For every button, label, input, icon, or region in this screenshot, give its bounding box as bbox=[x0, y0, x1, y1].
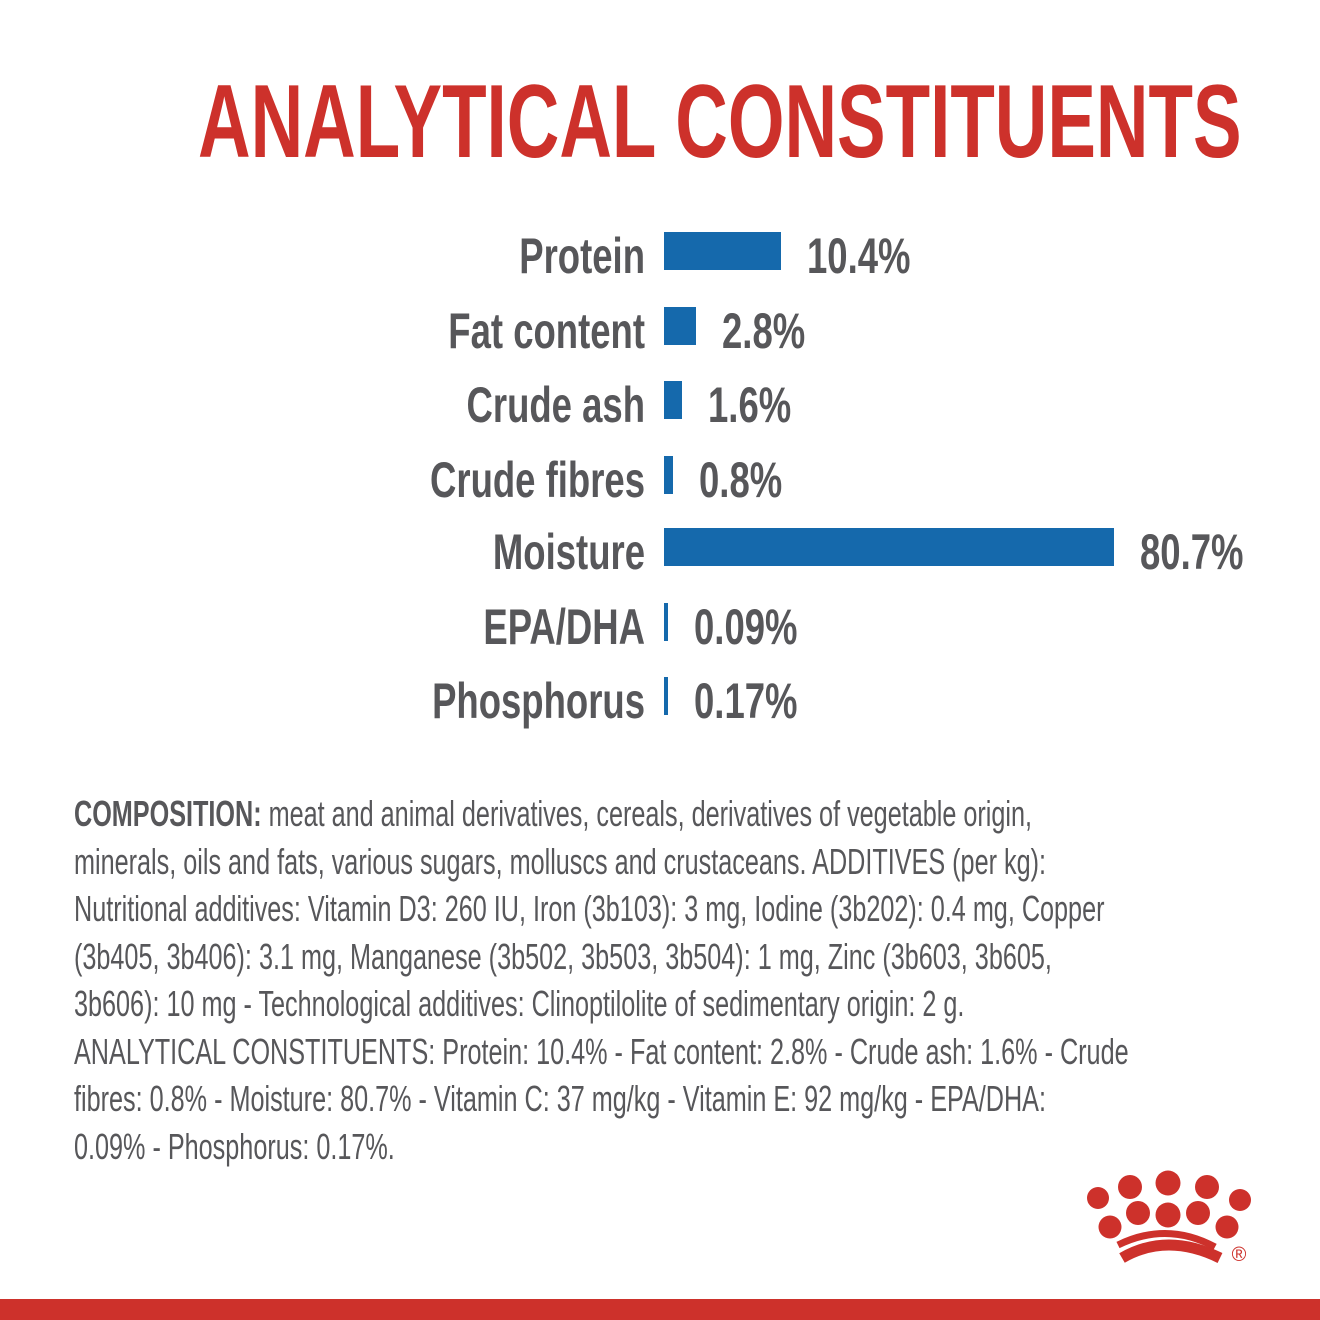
crown-arcs bbox=[1116, 1230, 1223, 1263]
chart-row-fat-content: Fat content 2.8% bbox=[0, 289, 1320, 363]
chart-row-moisture: Moisture 80.7% bbox=[0, 510, 1320, 584]
chart-value-label: 2.8% bbox=[722, 303, 806, 359]
chart-value-label: 0.8% bbox=[699, 452, 783, 508]
chart-bar bbox=[664, 456, 673, 494]
chart-value-label: 0.17% bbox=[694, 673, 798, 729]
chart-category-label: Fat content bbox=[448, 303, 645, 359]
chart-value-label: 0.09% bbox=[694, 599, 798, 655]
chart-row-protein: Protein 10.4% bbox=[0, 214, 1320, 288]
chart-value-label: 80.7% bbox=[1140, 524, 1244, 580]
chart-row-crude-fibres: Crude fibres 0.8% bbox=[0, 438, 1320, 512]
composition-label: COMPOSITION: bbox=[74, 793, 262, 834]
composition-line: ANALYTICAL CONSTITUENTS: Protein: 10.4% … bbox=[74, 1030, 1129, 1072]
crown-dots bbox=[1087, 1170, 1251, 1239]
chart-category-label: Protein bbox=[519, 228, 645, 284]
footer-red-band bbox=[0, 1299, 1320, 1320]
page-title: ANALYTICAL CONSTITUENTS bbox=[198, 64, 1242, 180]
chart-bar bbox=[664, 603, 668, 641]
composition-line: 0.09% - Phosphorus: 0.17%. bbox=[74, 1125, 395, 1167]
analytical-constituents-chart: Protein 10.4% Fat content 2.8% Crude ash… bbox=[0, 214, 1320, 733]
royal-canin-crown-logo: ® bbox=[1087, 1170, 1251, 1266]
chart-bar bbox=[664, 381, 682, 419]
chart-category-label: Crude ash bbox=[466, 377, 645, 433]
registered-trademark-icon: ® bbox=[1232, 1244, 1247, 1266]
chart-bar bbox=[664, 677, 668, 715]
composition-line: (3b405, 3b406): 3.1 mg, Manganese (3b502… bbox=[74, 935, 1052, 977]
chart-category-label: Moisture bbox=[492, 524, 645, 580]
chart-bar bbox=[664, 232, 781, 270]
chart-category-label: EPA/DHA bbox=[483, 599, 645, 655]
composition-line: 3b606): 10 mg - Technological additives:… bbox=[74, 983, 965, 1024]
chart-bar bbox=[664, 528, 1114, 566]
chart-category-label: Phosphorus bbox=[432, 673, 645, 729]
chart-bar bbox=[664, 307, 696, 345]
chart-row-epa-dha: EPA/DHA 0.09% bbox=[0, 585, 1320, 659]
composition-line: Nutritional additives: Vitamin D3: 260 I… bbox=[74, 888, 1105, 929]
composition-line: COMPOSITION: meat and animal derivatives… bbox=[74, 790, 1129, 838]
chart-value-label: 10.4% bbox=[807, 228, 911, 284]
composition-text: COMPOSITION: meat and animal derivatives… bbox=[74, 790, 1129, 1170]
composition-line-text: meat and animal derivatives, cereals, de… bbox=[261, 793, 1033, 834]
chart-row-crude-ash: Crude ash 1.6% bbox=[0, 363, 1320, 437]
composition-line: minerals, oils and fats, various sugars,… bbox=[74, 840, 1046, 882]
chart-category-label: Crude fibres bbox=[430, 452, 645, 508]
chart-value-label: 1.6% bbox=[708, 377, 792, 433]
chart-row-phosphorus: Phosphorus 0.17% bbox=[0, 659, 1320, 733]
composition-line: fibres: 0.8% - Moisture: 80.7% - Vitamin… bbox=[74, 1078, 1046, 1119]
